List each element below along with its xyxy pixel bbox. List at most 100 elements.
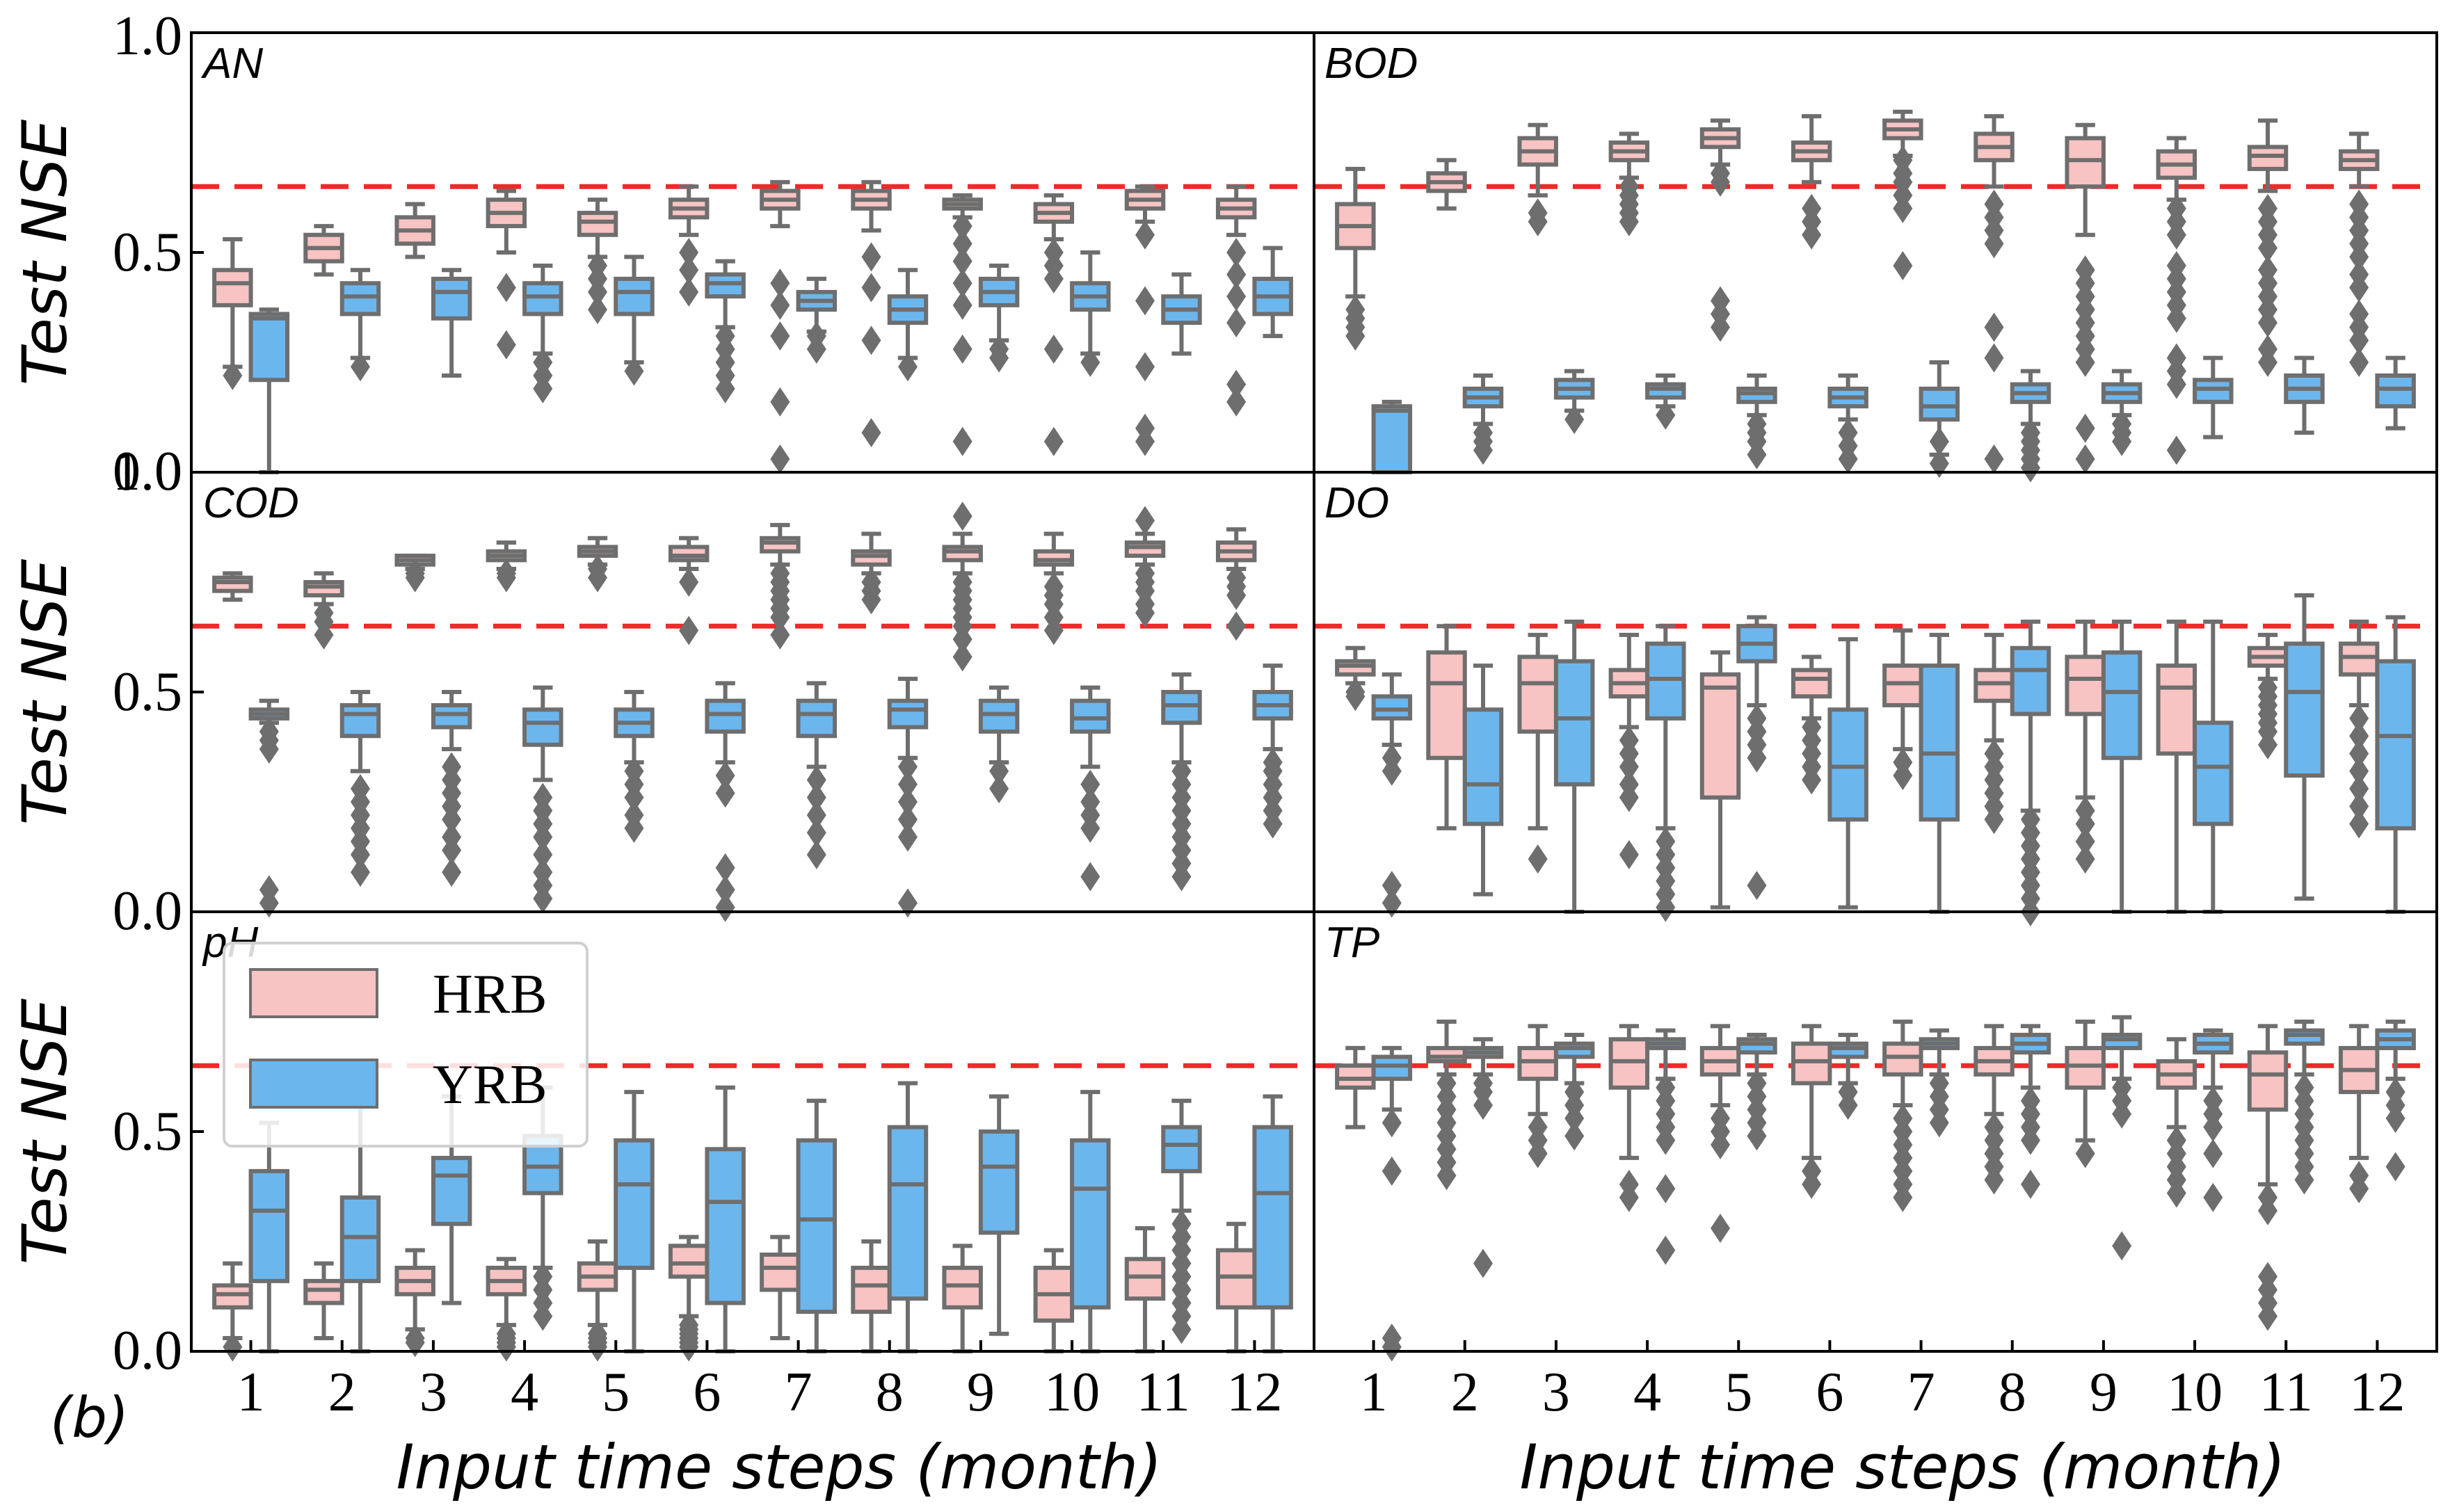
ytick-ph-05: 0.5 [113,1101,182,1162]
flier-an-hrb-7-2 [770,321,790,351]
box-do-yrb-8 [2010,645,2051,716]
flier-bod-hrb-11-8 [2258,308,2278,338]
flier-an-hrb-8-3 [861,418,881,448]
xtick-label-tp-9: 9 [2090,1362,2117,1423]
box-ph-yrb-7 [796,1138,838,1314]
flier-cod-yrb-2-6 [350,858,370,887]
flier-tp-hrb-9-0 [2075,1139,2095,1168]
flier-tp-hrb-5-2 [1711,1129,1731,1159]
flier-cod-hrb-12-2 [1226,580,1247,610]
legend-swatch-hrb [249,968,378,1018]
box-ph-yrb-10 [1070,1138,1111,1310]
box-bod-yrb-5 [1736,386,1777,404]
box-tp-yrb-9 [2101,1032,2143,1050]
flier-tp-hrb-8-4 [1984,1165,2004,1195]
flier-tp-yrb-11-7 [2294,1165,2314,1195]
flier-tp-yrb-2-3 [1473,1248,1493,1278]
flier-tp-hrb-7-6 [1893,1182,1913,1212]
box-ph-yrb-9 [978,1129,1020,1235]
flier-do-hrb-9-3 [2075,844,2095,874]
box-cod-yrb-10 [1070,698,1111,734]
xtick-label-tp-12: 12 [2349,1362,2405,1423]
flier-an-hrb-8-2 [861,325,881,355]
legend-label-hrb: HRB [433,964,547,1025]
flier-cod-yrb-6-3 [715,875,735,905]
flier-bod-yrb-8-4 [2020,453,2040,483]
flier-do-yrb-4-5 [1656,892,1676,922]
flier-cod-yrb-8-2 [897,787,918,817]
flier-cod-hrb-11-5 [1135,598,1155,628]
box-do-hrb-10 [2156,663,2197,756]
box-bod-yrb-7 [1919,386,1960,422]
flier-do-hrb-9-1 [2075,809,2095,839]
flier-bod-hrb-5-1 [1711,167,1731,197]
flier-an-hrb-12-5 [1226,387,1247,417]
box-tp-hrb-3 [1517,1045,1558,1081]
ylabel-cod: Test NSE [9,558,81,825]
box-do-hrb-8 [1973,668,2015,703]
flier-cod-yrb-5-4 [624,813,644,843]
panel-an [190,31,1315,474]
box-an-yrb-6 [705,272,746,299]
flier-an-hrb-9-2 [952,246,972,276]
flier-cod-yrb-7-0 [806,765,826,795]
flier-an-hrb-12-1 [1226,259,1247,289]
flier-an-hrb-9-4 [952,290,972,320]
xtick-label-ph-5: 5 [602,1362,630,1423]
flier-bod-hrb-9-7 [2075,348,2095,377]
box-tp-yrb-1 [1371,1054,1413,1081]
flier-ph-hrb-5-3 [588,1332,608,1362]
flier-cod-yrb-9-1 [989,774,1009,804]
box-ph-yrb-2 [339,1195,381,1283]
flier-cod-yrb-6-0 [715,761,735,791]
flier-cod-yrb-8-3 [897,805,918,835]
box-bod-yrb-12 [2375,373,2416,409]
box-ph-hrb-12 [1215,1248,1257,1310]
box-bod-yrb-4 [1645,382,1686,400]
box-an-yrb-5 [614,276,655,316]
figure-label: (b) [50,1385,129,1450]
ytick-cod-05: 0.5 [113,661,182,723]
box-cod-hrb-9 [942,545,983,563]
flier-cod-yrb-4-7 [533,884,553,914]
box-cod-hrb-7 [760,536,801,554]
flier-tp-yrb-1-0 [1382,1108,1402,1138]
panel-title-do: DO [1324,479,1389,527]
flier-bod-yrb-7-1 [1929,449,1949,478]
box-cod-yrb-11 [1161,690,1202,725]
flier-cod-hrb-12-3 [1226,611,1247,641]
flier-bod-hrb-12-4 [2349,242,2369,272]
box-cod-yrb-6 [705,698,746,734]
flier-do-hrb-6-4 [1802,765,1822,795]
flier-cod-yrb-8-1 [897,769,918,799]
flier-bod-yrb-6-2 [1838,444,1858,474]
box-tp-hrb-11 [2247,1050,2289,1112]
flier-cod-yrb-10-0 [1080,769,1100,799]
box-tp-hrb-7 [1882,1041,1923,1077]
flier-ph-hrb-6-5 [679,1332,699,1362]
flier-an-hrb-11-0 [1135,220,1155,250]
box-tp-yrb-5 [1736,1037,1777,1055]
flier-cod-hrb-5-1 [588,563,608,593]
flier-an-hrb-11-2 [1135,352,1155,382]
flier-ph-yrb-11-8 [1171,1314,1192,1344]
flier-do-hrb-12-6 [2349,809,2369,839]
legend-swatch-yrb [249,1059,378,1109]
box-cod-yrb-7 [796,698,838,739]
flier-cod-yrb-6-1 [715,778,735,808]
ytick-cod-0: 0.0 [113,880,182,942]
flier-cod-yrb-1-4 [259,888,279,918]
xtick-label-tp-2: 2 [1451,1362,1479,1423]
box-an-yrb-1 [248,312,290,383]
flier-do-hrb-3-0 [1528,844,1548,874]
flier-an-yrb-8-0 [897,352,918,382]
xtick-label-ph-1: 1 [237,1362,265,1423]
flier-tp-hrb-5-3 [1711,1214,1731,1244]
flier-an-yrb-7-1 [806,335,826,364]
legend-label-yrb: YRB [433,1054,547,1116]
flier-an-hrb-11-1 [1135,286,1155,316]
flier-ph-hrb-4-3 [496,1332,516,1362]
box-bod-hrb-9 [2065,136,2106,189]
flier-do-yrb-1-3 [1382,888,1402,918]
box-an-yrb-2 [339,281,381,316]
